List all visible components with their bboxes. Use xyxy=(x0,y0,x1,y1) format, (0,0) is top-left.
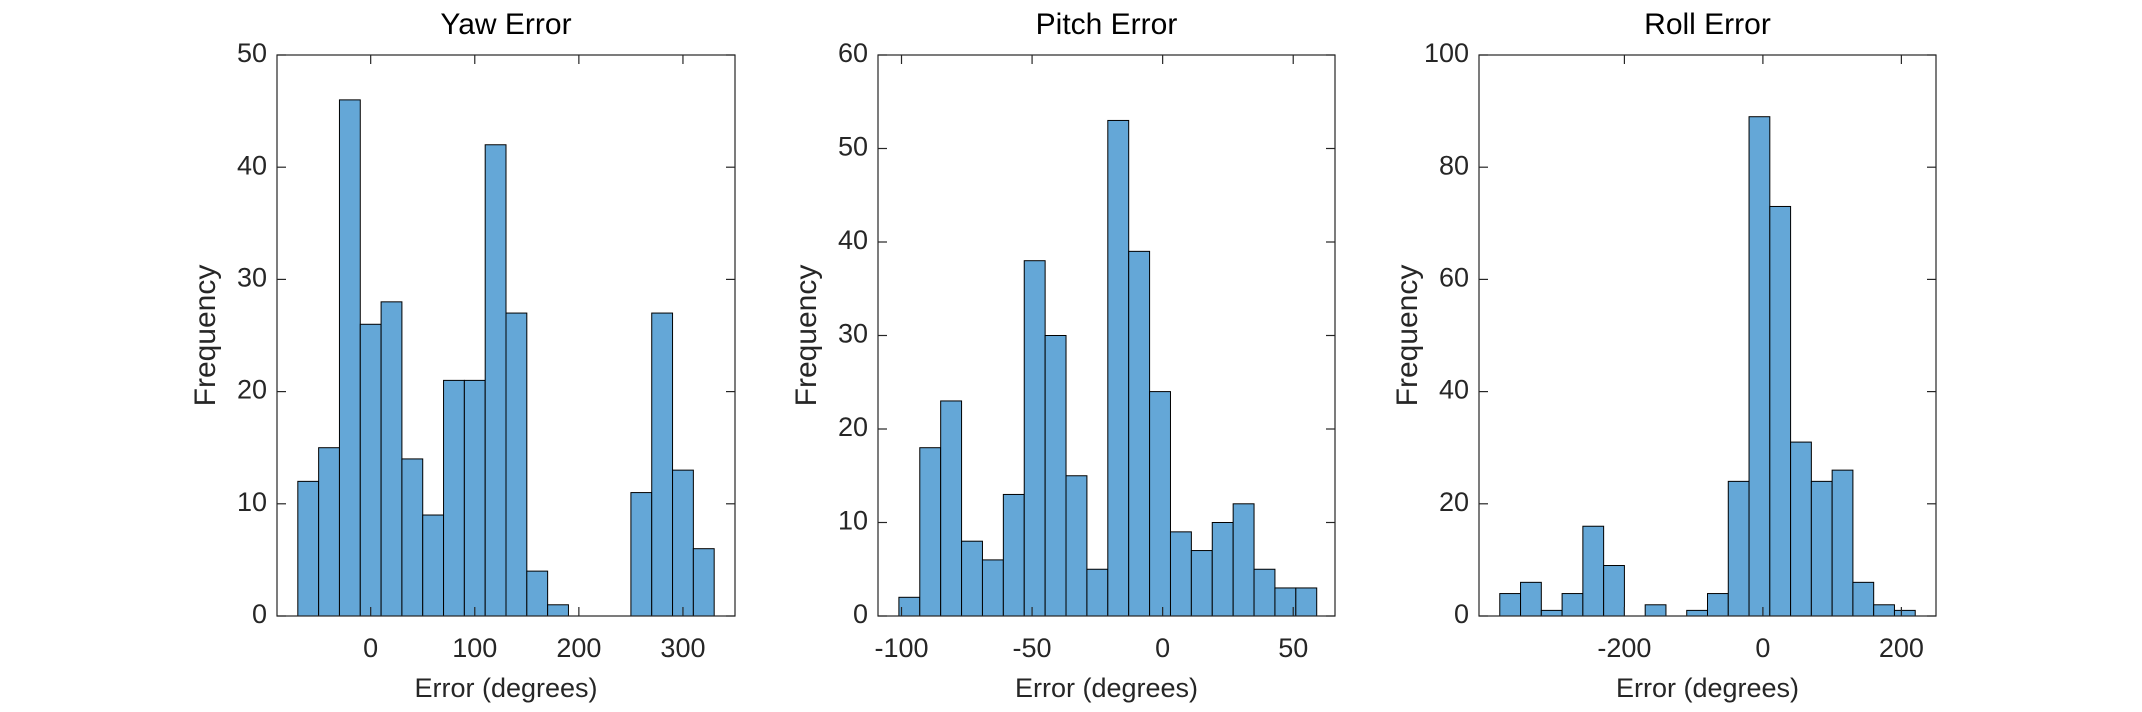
y-tick-label: 60 xyxy=(1439,263,1469,293)
bar xyxy=(1211,522,1234,617)
chart-title: Yaw Error xyxy=(440,8,571,41)
y-tick-label: 30 xyxy=(237,263,267,293)
x-tick-label: 200 xyxy=(556,633,601,663)
bar xyxy=(1520,581,1542,617)
bar xyxy=(1644,604,1667,617)
bar xyxy=(1873,604,1895,617)
y-tick-label: 10 xyxy=(838,506,868,536)
y-tick-label: 0 xyxy=(853,599,868,629)
y-tick-label: 40 xyxy=(838,225,868,255)
bar xyxy=(1582,525,1605,617)
y-tick-label: 30 xyxy=(838,319,868,349)
x-tick-label: 50 xyxy=(1278,633,1308,663)
y-tick-label: 0 xyxy=(1454,599,1469,629)
bar xyxy=(1769,205,1792,617)
bar xyxy=(297,480,320,617)
x-axis-label: Error (degrees) xyxy=(414,673,597,703)
y-tick-label: 10 xyxy=(237,487,267,517)
bar xyxy=(672,469,694,617)
bar xyxy=(422,514,445,617)
bar xyxy=(1065,475,1088,617)
bar xyxy=(1561,593,1584,617)
bar xyxy=(380,301,403,617)
bar xyxy=(505,312,528,617)
x-tick-label: 0 xyxy=(1155,633,1170,663)
bar xyxy=(1707,593,1729,617)
bar xyxy=(630,492,653,617)
x-tick-label: 100 xyxy=(452,633,497,663)
bar xyxy=(1086,568,1109,617)
x-tick-label: 0 xyxy=(1755,633,1770,663)
x-axis-label: Error (degrees) xyxy=(1616,673,1799,703)
y-tick-label: 40 xyxy=(237,150,267,180)
bar xyxy=(1149,391,1171,617)
bar xyxy=(1893,609,1916,617)
bar xyxy=(359,323,382,617)
bar xyxy=(692,548,715,617)
bar xyxy=(1128,250,1151,617)
bar xyxy=(338,99,361,617)
y-tick-label: 20 xyxy=(237,375,267,405)
bar xyxy=(940,400,963,617)
y-tick-label: 60 xyxy=(838,38,868,68)
x-tick-label: -50 xyxy=(1013,633,1052,663)
bar xyxy=(1810,480,1833,617)
x-tick-label: 200 xyxy=(1879,633,1924,663)
y-tick-label: 0 xyxy=(252,599,267,629)
bar xyxy=(1686,609,1709,617)
chart-title: Roll Error xyxy=(1644,8,1771,41)
bar xyxy=(919,447,942,617)
axes-box xyxy=(1478,54,1937,617)
y-tick-label: 50 xyxy=(237,38,267,68)
bar xyxy=(443,379,465,617)
bar xyxy=(981,559,1004,617)
y-axis-label: Frequency xyxy=(790,265,823,407)
bar xyxy=(1748,116,1771,617)
y-tick-label: 20 xyxy=(838,412,868,442)
bar xyxy=(651,312,674,617)
bar xyxy=(1232,503,1255,617)
bar xyxy=(1169,531,1192,617)
x-tick-label: 0 xyxy=(363,633,378,663)
bar xyxy=(318,447,340,617)
bar xyxy=(1295,587,1318,617)
bar xyxy=(484,144,507,617)
y-tick-label: 100 xyxy=(1424,38,1469,68)
bar xyxy=(401,458,424,617)
bar xyxy=(463,379,486,617)
bar xyxy=(1499,593,1522,617)
bar xyxy=(1253,568,1276,617)
y-axis-label: Frequency xyxy=(1391,265,1424,407)
x-tick-label: -200 xyxy=(1597,633,1651,663)
bar xyxy=(1603,565,1625,617)
y-axis-label: Frequency xyxy=(189,265,222,407)
bar xyxy=(1540,609,1563,617)
bar xyxy=(961,540,983,617)
axes-box xyxy=(276,54,736,617)
x-tick-label: 300 xyxy=(660,633,705,663)
y-tick-label: 80 xyxy=(1439,150,1469,180)
bar xyxy=(1852,581,1875,617)
bar xyxy=(1790,441,1812,617)
bar xyxy=(1107,119,1130,617)
bar xyxy=(1831,469,1854,617)
bar xyxy=(1727,480,1750,617)
bar xyxy=(1023,260,1046,617)
bar xyxy=(1044,335,1067,617)
x-axis-label: Error (degrees) xyxy=(1015,673,1198,703)
y-tick-label: 40 xyxy=(1439,375,1469,405)
chart-title: Pitch Error xyxy=(1036,8,1178,41)
y-tick-label: 20 xyxy=(1439,487,1469,517)
bar xyxy=(1190,550,1213,617)
x-tick-label: -100 xyxy=(874,633,928,663)
y-tick-label: 50 xyxy=(838,132,868,162)
bar xyxy=(547,604,569,617)
bar xyxy=(1002,493,1025,617)
bar xyxy=(526,570,549,617)
